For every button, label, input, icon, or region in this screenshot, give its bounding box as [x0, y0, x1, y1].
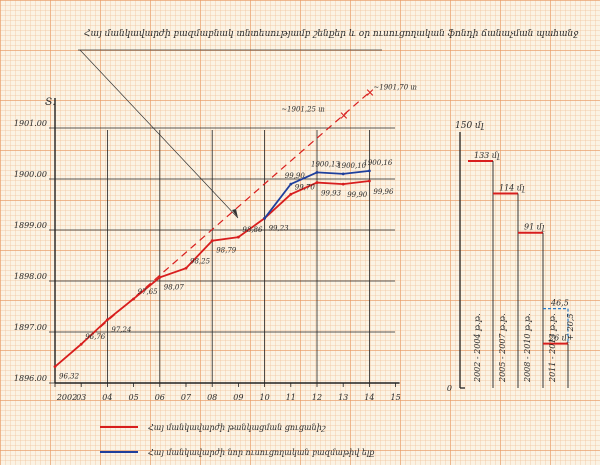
y-tick-label: 1899.00 — [14, 221, 47, 230]
bar-category-label: 2011 - 2013 թ.թ. — [548, 313, 557, 383]
point-label: 98,79 — [216, 247, 237, 255]
line-chart-y-label: Տ. — [45, 97, 56, 108]
data-point — [158, 276, 162, 279]
x-tick-label: 07 — [181, 393, 192, 402]
point-label: ~1901,70 տ — [373, 83, 417, 91]
line-chart-axes — [54, 98, 400, 384]
x-tick-label: 06 — [155, 393, 165, 402]
x-tick-label: 15 — [391, 393, 401, 402]
y-tick-label: 1900.00 — [14, 170, 47, 179]
point-label: 98,25 — [190, 257, 211, 265]
x-tick-label: 11 — [286, 393, 296, 402]
x-tick-label: 04 — [102, 393, 112, 402]
data-point — [289, 182, 293, 186]
bar-extra-note: + 20,5 — [566, 314, 575, 341]
y-tick-label: 1901.00 — [14, 119, 47, 128]
point-label: 97,24 — [111, 326, 131, 334]
point-label: 97,65 — [138, 288, 159, 296]
y-tick-label: 1897.00 — [14, 323, 47, 332]
legend-label-red: Հայ մանկավարժի թանկացման ցուցանիշ — [148, 423, 326, 432]
bar-zero-label: 0 — [447, 384, 452, 393]
x-tick-label: 13 — [338, 393, 348, 402]
data-point — [106, 318, 109, 322]
x-tick-label: 14 — [364, 393, 374, 402]
data-point — [263, 216, 266, 220]
pointer-arrowhead — [232, 209, 238, 218]
bar-chart-y-label: 150 մլ — [455, 121, 484, 131]
bar-category-label: 2002 - 2004 թ.թ. — [473, 313, 482, 383]
data-point — [341, 182, 345, 186]
y-tick-label: 1896.00 — [14, 374, 47, 383]
x-tick-label: 2002 — [56, 393, 77, 402]
point-label: 96,32 — [59, 373, 80, 381]
bar-category-label: 2008 - 2010 թ.թ. — [523, 313, 532, 383]
x-tick-label: 09 — [233, 393, 243, 402]
star-marker: ✕ — [365, 86, 374, 99]
star-marker: ✕ — [339, 109, 348, 122]
point-label: 1900,16 — [363, 159, 392, 167]
point-label: 1900,10 — [337, 162, 366, 170]
data-point — [315, 181, 319, 184]
data-point — [341, 172, 345, 176]
point-label: 99,23 — [269, 224, 290, 232]
point-label: 99,90 — [347, 191, 368, 199]
x-tick-label: 10 — [260, 393, 270, 402]
point-label: 98,86 — [242, 226, 263, 234]
legend-label-blue: Հայ մանկավարժի նոր ուսուցողական բազմաթիվ… — [148, 448, 374, 457]
point-label: ~1901,25 տ — [281, 105, 325, 113]
bar-category-label: 2005 - 2007 թ.թ. — [498, 313, 507, 383]
x-tick-label: 03 — [76, 393, 86, 402]
line-chart-y-ticks: 1896.00 1897.00 1898.00 1899.00 1900.00 1901.… — [14, 119, 395, 384]
bar-extra-label: 46,5 — [550, 299, 569, 308]
data-point — [368, 169, 371, 173]
point-label: 96,76 — [85, 333, 106, 341]
legend: Հայ մանկավարժի թանկացման ցուցանիշ Հայ մա… — [100, 423, 374, 457]
data-point — [237, 235, 240, 239]
line-chart-point-labels: 96,32 96,76 97,24 97,65 98,07 98,25 98,79 98,86… — [59, 83, 417, 380]
bar-value-label: 133 մլ — [474, 151, 500, 160]
x-tick-label: 12 — [312, 393, 322, 402]
data-point — [184, 266, 188, 270]
point-label: 98,07 — [164, 283, 185, 291]
data-point — [79, 342, 83, 346]
data-point — [315, 170, 319, 174]
bar-value-label: 26 մլ — [548, 334, 570, 343]
chart-title: Հայ մանկավարժի բազմաբնակ տնտեսությամբ շե… — [78, 29, 579, 51]
bar-value-label: 91 մլ — [524, 223, 545, 232]
data-point — [132, 297, 136, 301]
chart-title-text: Հայ մանկավարժի բազմաբնակ տնտեսությամբ շե… — [84, 29, 579, 39]
title-pointer-line — [79, 49, 239, 219]
data-point — [289, 192, 293, 196]
x-tick-label: 08 — [207, 393, 217, 402]
x-tick-label: 05 — [129, 393, 139, 402]
point-label: 99,96 — [373, 188, 394, 196]
data-point — [368, 179, 371, 183]
line-chart-series — [53, 91, 371, 369]
point-label: 99,90 — [285, 172, 306, 180]
point-label: 1900,13 — [311, 160, 340, 168]
bar-chart: 0 133 մլ 2002 - 2004 թ.թ. 114 մլ 2005 - 2007… — [447, 132, 575, 393]
point-label: 99,70 — [295, 183, 316, 191]
point-label: 99,93 — [321, 190, 342, 198]
data-point — [210, 239, 214, 243]
y-tick-label: 1898.00 — [14, 272, 47, 281]
bar-value-label: 114 մլ — [499, 183, 525, 192]
